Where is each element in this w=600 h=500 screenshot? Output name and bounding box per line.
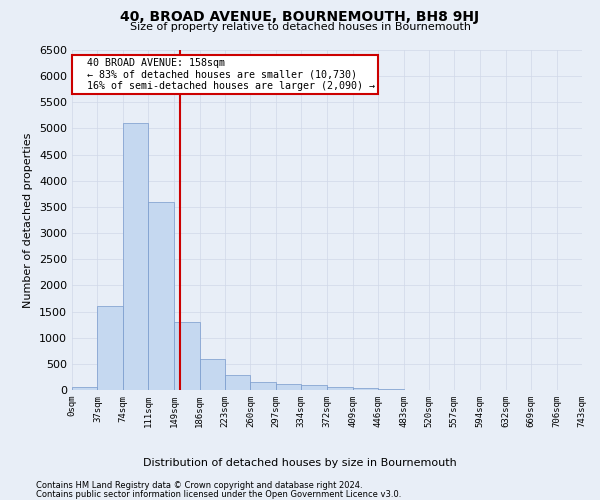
Text: 40 BROAD AVENUE: 158sqm
  ← 83% of detached houses are smaller (10,730)
  16% of: 40 BROAD AVENUE: 158sqm ← 83% of detache… [76, 58, 376, 91]
Bar [174, 322, 200, 390]
Text: Contains public sector information licensed under the Open Government Licence v3: Contains public sector information licen… [36, 490, 401, 499]
Y-axis label: Number of detached properties: Number of detached properties [23, 132, 34, 308]
Text: Contains HM Land Registry data © Crown copyright and database right 2024.: Contains HM Land Registry data © Crown c… [36, 481, 362, 490]
Bar [72, 388, 97, 390]
Bar [123, 123, 148, 390]
Text: 40, BROAD AVENUE, BOURNEMOUTH, BH8 9HJ: 40, BROAD AVENUE, BOURNEMOUTH, BH8 9HJ [121, 10, 479, 24]
Bar [328, 388, 353, 390]
Bar [353, 388, 378, 390]
Text: Size of property relative to detached houses in Bournemouth: Size of property relative to detached ho… [130, 22, 470, 32]
Bar [97, 306, 123, 390]
Bar [378, 389, 404, 390]
Bar [250, 382, 276, 390]
Bar [200, 358, 225, 390]
Text: Distribution of detached houses by size in Bournemouth: Distribution of detached houses by size … [143, 458, 457, 468]
Bar [301, 386, 326, 390]
Bar [225, 376, 250, 390]
Bar [148, 202, 173, 390]
Bar [276, 384, 301, 390]
